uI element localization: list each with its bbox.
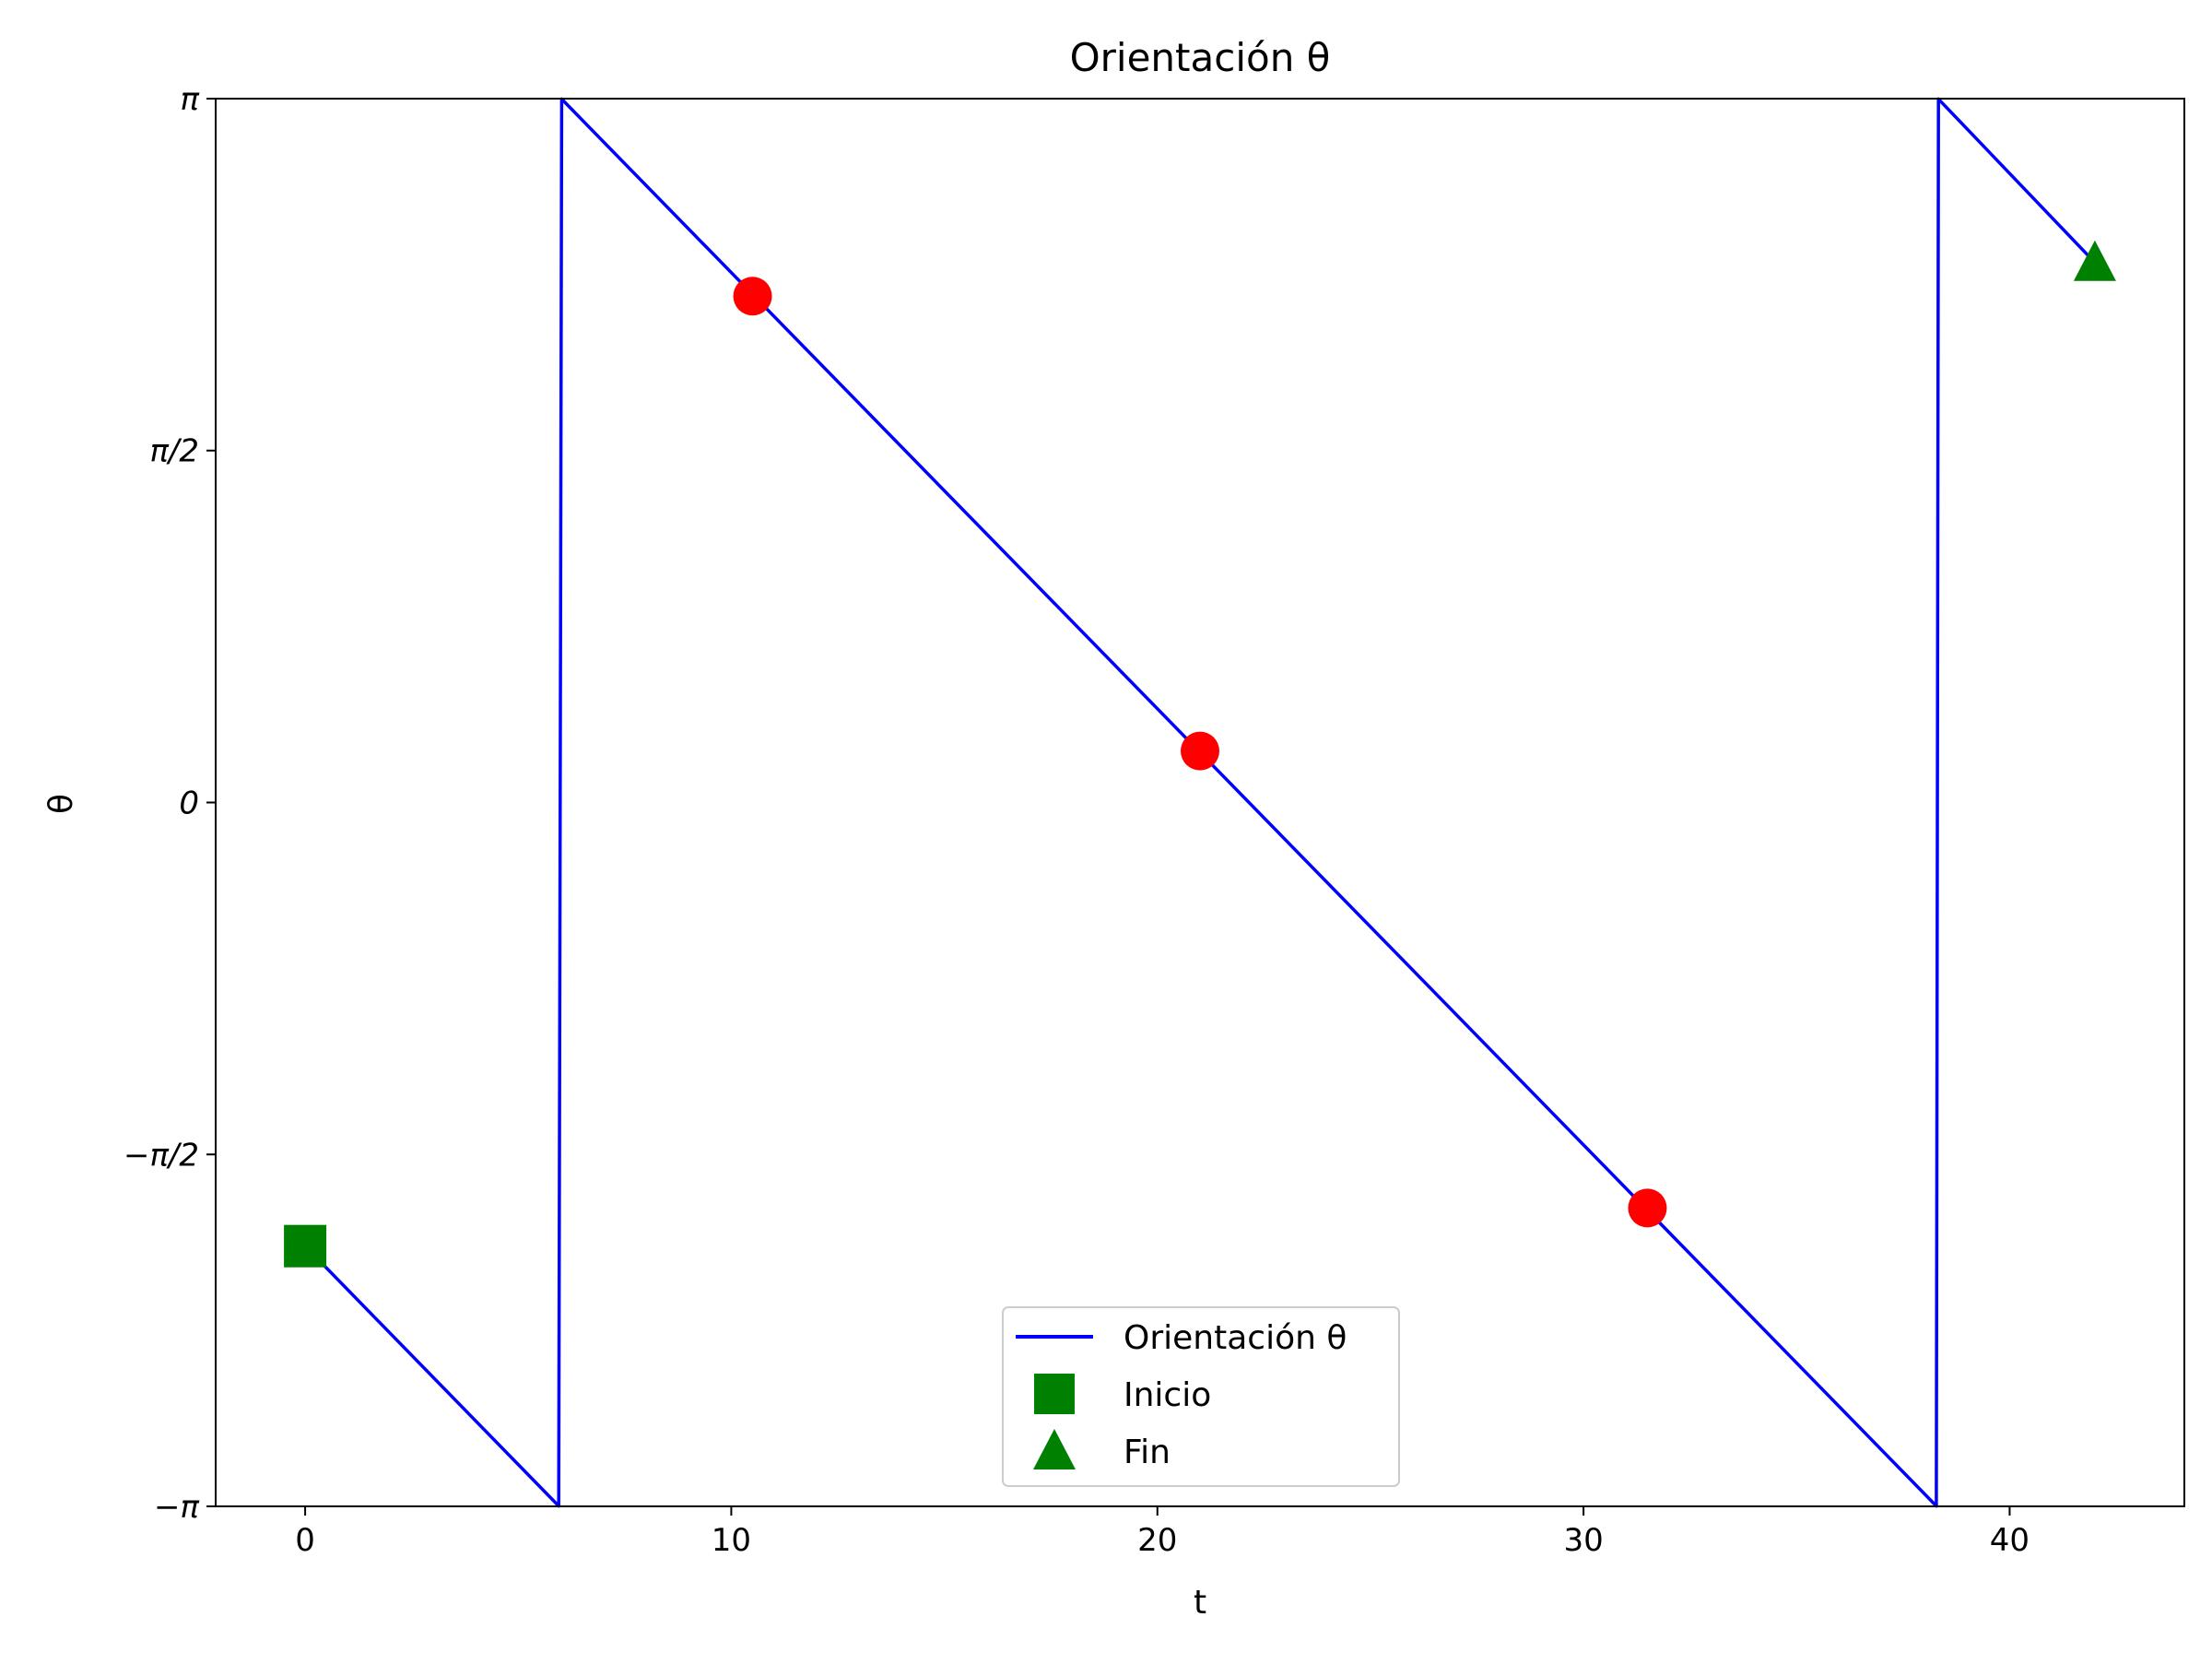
series-line [303, 97, 2097, 1508]
legend-triangle-swatch [1033, 1429, 1076, 1469]
legend-label: Inicio [1124, 1376, 1211, 1414]
x-tick-label: 30 [1563, 1522, 1603, 1559]
highlight-point [1181, 731, 1219, 771]
x-tick-label: 20 [1137, 1522, 1177, 1559]
x-tick-label: 10 [712, 1522, 751, 1559]
legend: Orientación θ Inicio Fin [1002, 1306, 1400, 1487]
legend-square-swatch [1034, 1374, 1075, 1414]
legend-label: Fin [1124, 1434, 1171, 1471]
legend-label: Orientación θ [1124, 1319, 1347, 1357]
highlight-point [733, 277, 772, 316]
end-marker [2073, 240, 2116, 281]
x-tick-label: 40 [1990, 1522, 2030, 1559]
start-marker [284, 1224, 327, 1268]
chart-title: Orientación θ [1070, 35, 1331, 80]
y-tick-label: 0 [179, 785, 199, 822]
y-tick-label: π [181, 81, 200, 118]
y-tick-label: −π [154, 1489, 199, 1526]
plot-area [284, 97, 2116, 1508]
y-tick-label: π/2 [149, 433, 199, 470]
x-axis-label: t [1194, 1584, 1206, 1622]
x-tick-label: 0 [295, 1522, 315, 1559]
axis-ticks: 0 10 20 30 40 −π −π/2 0 π/2 π [124, 81, 2030, 1559]
highlight-point [1628, 1188, 1667, 1228]
legend-box [1002, 1306, 1400, 1487]
y-axis-label: θ [42, 794, 80, 814]
y-tick-label: −π/2 [124, 1137, 199, 1174]
